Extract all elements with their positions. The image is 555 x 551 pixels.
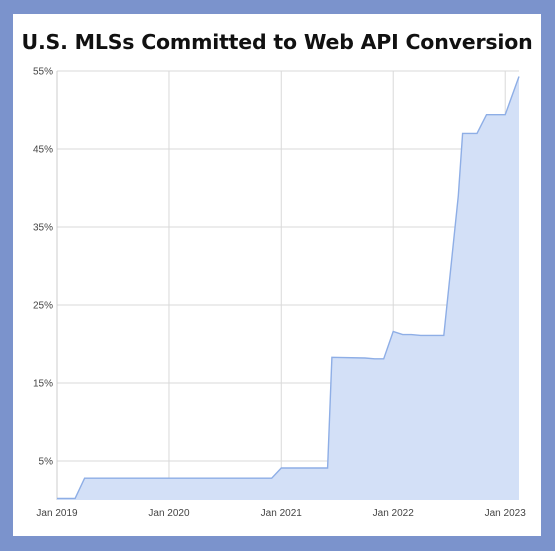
y-tick-label: 15%	[33, 379, 53, 390]
series-line	[57, 76, 520, 500]
chart-card: U.S. MLSs Committed to Web API Conversio…	[13, 14, 541, 536]
x-tick-label: Jan 2023	[485, 508, 527, 519]
chart-title: U.S. MLSs Committed to Web API Conversio…	[21, 30, 533, 54]
y-tick-label: 55%	[33, 67, 53, 78]
x-tick-label: Jan 2020	[148, 508, 190, 519]
x-tick-label: Jan 2022	[373, 508, 415, 519]
x-tick-label: Jan 2019	[36, 508, 78, 519]
area-fill	[57, 76, 519, 500]
x-tick-label: Jan 2021	[261, 508, 303, 519]
y-tick-label: 35%	[33, 223, 53, 234]
y-tick-label: 45%	[33, 145, 53, 156]
y-tick-label: 5%	[39, 457, 54, 468]
area-chart: 5% 15% 25% 35% 45% 55% Jan 2019 Jan 2020 Jan 202…	[33, 67, 527, 520]
y-tick-label: 25%	[33, 301, 53, 312]
